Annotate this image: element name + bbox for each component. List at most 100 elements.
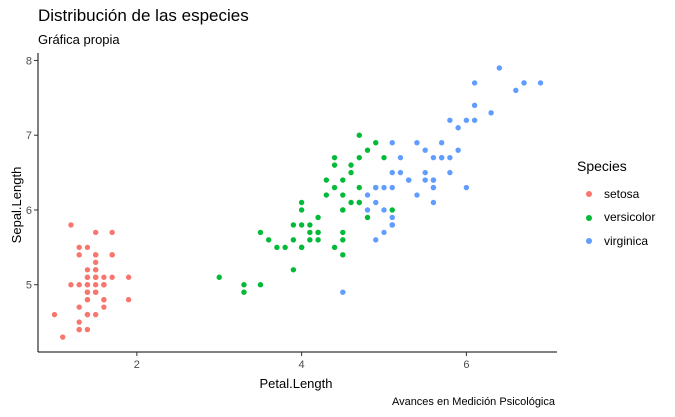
point-versicolor: [340, 177, 346, 183]
y-tick-label: 7: [26, 130, 32, 142]
chart-title: Distribución de las especies: [38, 6, 249, 25]
point-virginica: [455, 147, 461, 153]
point-setosa: [125, 296, 132, 303]
point-virginica: [488, 110, 494, 116]
point-virginica: [447, 154, 453, 161]
point-versicolor: [364, 147, 371, 153]
point-virginica: [422, 169, 428, 176]
point-virginica: [430, 199, 437, 206]
point-virginica: [463, 117, 470, 123]
point-virginica: [455, 125, 461, 131]
point-setosa: [84, 326, 91, 333]
point-setosa: [76, 319, 82, 325]
point-virginica: [447, 117, 453, 123]
point-virginica: [373, 237, 379, 243]
legend-key-virginica: [577, 229, 599, 253]
point-versicolor: [348, 162, 354, 168]
point-setosa: [92, 267, 99, 273]
point-setosa: [76, 282, 82, 288]
point-setosa: [84, 244, 91, 251]
y-tick-label: 6: [26, 205, 32, 217]
point-setosa: [92, 274, 99, 280]
x-axis-title: Petal.Length: [259, 376, 332, 391]
chart-subtitle: Gráfica propia: [38, 32, 120, 47]
point-versicolor: [315, 237, 321, 243]
point-virginica: [414, 140, 420, 146]
point-versicolor: [323, 177, 330, 183]
point-setosa: [109, 252, 115, 258]
point-setosa: [84, 311, 91, 318]
point-virginica: [389, 140, 395, 146]
point-setosa: [125, 274, 132, 280]
point-versicolor: [348, 199, 354, 206]
point-versicolor: [307, 222, 313, 228]
point-virginica: [364, 192, 371, 198]
point-virginica: [389, 214, 395, 221]
point-versicolor: [389, 207, 395, 213]
point-versicolor: [257, 229, 264, 236]
point-setosa: [76, 304, 82, 310]
point-setosa: [51, 311, 58, 318]
x-tick-label: 2: [134, 359, 140, 371]
point-setosa: [84, 267, 91, 273]
point-versicolor: [364, 214, 371, 221]
point-versicolor: [290, 267, 297, 273]
point-virginica: [438, 154, 445, 161]
point-virginica: [406, 177, 412, 183]
point-versicolor: [298, 244, 305, 251]
y-tick-label: 8: [26, 55, 32, 67]
point-setosa: [84, 289, 91, 295]
point-versicolor: [315, 229, 321, 236]
point-virginica: [340, 289, 346, 295]
point-setosa: [101, 304, 107, 310]
point-versicolor: [331, 162, 338, 168]
point-setosa: [92, 282, 99, 288]
legend-label-virginica: virginica: [604, 233, 649, 248]
point-virginica: [471, 80, 478, 86]
legend-dot-versicolor: [586, 214, 592, 221]
legend-key-versicolor: [577, 206, 599, 230]
point-virginica: [373, 199, 379, 206]
point-versicolor: [274, 244, 280, 251]
point-versicolor: [298, 199, 305, 206]
point-setosa: [76, 244, 82, 251]
point-virginica: [496, 65, 503, 71]
point-setosa: [84, 282, 91, 288]
point-virginica: [430, 177, 437, 183]
point-versicolor: [315, 214, 321, 221]
point-versicolor: [298, 222, 305, 228]
legend-label-versicolor: versicolor: [604, 210, 656, 225]
point-versicolor: [340, 229, 346, 236]
point-virginica: [381, 184, 387, 191]
point-virginica: [397, 154, 404, 161]
point-versicolor: [323, 192, 330, 198]
point-versicolor: [331, 154, 338, 161]
point-versicolor: [373, 140, 379, 146]
point-virginica: [430, 184, 437, 191]
point-virginica: [389, 169, 395, 176]
point-setosa: [68, 222, 74, 228]
point-virginica: [364, 207, 371, 213]
point-versicolor: [381, 154, 387, 161]
point-virginica: [422, 147, 428, 153]
point-versicolor: [340, 252, 346, 258]
point-setosa: [109, 274, 115, 280]
point-setosa: [101, 282, 107, 288]
chart-caption: Avances en Medición Psicológica: [391, 396, 555, 408]
legend: Species setosa versicolor virginica: [577, 158, 655, 253]
point-virginica: [463, 184, 470, 191]
point-versicolor: [241, 282, 247, 288]
point-virginica: [381, 229, 387, 236]
point-virginica: [438, 140, 445, 146]
point-setosa: [101, 274, 107, 280]
point-setosa: [92, 229, 99, 236]
legend-item-virginica: virginica: [577, 229, 655, 253]
point-setosa: [76, 326, 82, 333]
point-virginica: [389, 222, 395, 228]
point-versicolor: [265, 237, 272, 243]
point-setosa: [101, 296, 107, 303]
point-virginica: [521, 80, 527, 86]
point-setosa: [92, 289, 99, 295]
point-setosa: [76, 252, 82, 258]
